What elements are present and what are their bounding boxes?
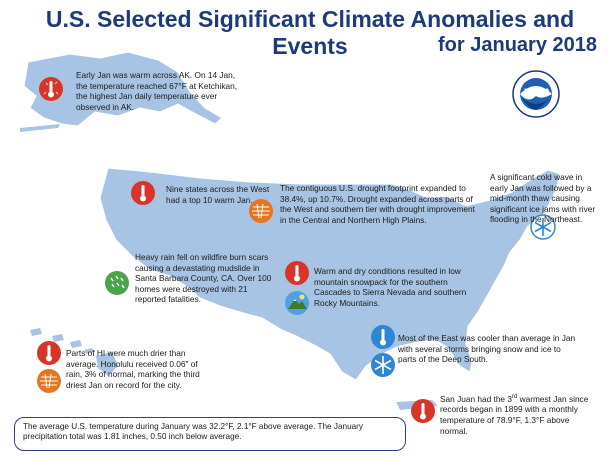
summary-text: The average U.S. temperature during Janu…	[23, 422, 363, 442]
note-san-juan-post: warmest Jan since records began in 1899 …	[440, 393, 589, 436]
hawaii-islands	[30, 328, 118, 376]
noaa-logo-text: NOAA	[524, 87, 551, 97]
note-east-cool: Most of the East was cooler than average…	[398, 333, 576, 365]
mountain-snowpack-icon	[284, 290, 310, 316]
snowflake-cold-icon-northeast	[530, 214, 556, 240]
thermometer-warm-icon-san-juan	[410, 398, 436, 424]
drought-icon-hawaii	[36, 368, 62, 394]
thermometer-warm-icon-west	[130, 180, 156, 206]
wet-precipitation-icon	[104, 270, 130, 296]
note-san-juan-sup: rd	[511, 394, 518, 400]
note-san-juan: San Juan had the 3rd warmest Jan since r…	[440, 392, 592, 436]
thermometer-warm-icon-hawaii	[36, 340, 62, 366]
thermometer-cold-icon-east	[370, 324, 396, 350]
summary-box: The average U.S. temperature during Janu…	[14, 417, 406, 451]
snowflake-icon-east	[370, 352, 396, 378]
note-san-juan-pre: San Juan had the 3	[440, 393, 512, 404]
note-alaska: Early Jan was warm across AK. On 14 Jan,…	[76, 70, 238, 112]
title-line-2: for January 2018	[438, 34, 597, 56]
title-line-1: U.S. Selected Significant Climate Anomal…	[45, 6, 575, 59]
alaska-shape	[23, 51, 223, 127]
noaa-logo: NOAA	[512, 70, 560, 118]
thermometer-warm-icon-ak	[38, 76, 64, 102]
note-snowpack: Warm and dry conditions resulted in low …	[314, 266, 467, 308]
thermometer-warm-icon-snowpack	[284, 260, 310, 286]
note-hawaii: Parts of HI were much drier than average…	[66, 348, 200, 390]
contiguous-us-shape	[99, 167, 561, 381]
note-west-warm: Nine states across the West had a top 10…	[166, 184, 270, 205]
note-mudslide: Heavy rain fell on wildfire burn scars c…	[135, 252, 272, 305]
note-cold-wave: A significant cold wave in early Jan was…	[490, 172, 596, 225]
note-drought: The contiguous U.S. drought footprint ex…	[280, 183, 475, 225]
aleutian-islands	[20, 124, 60, 132]
drought-icon	[248, 198, 274, 224]
